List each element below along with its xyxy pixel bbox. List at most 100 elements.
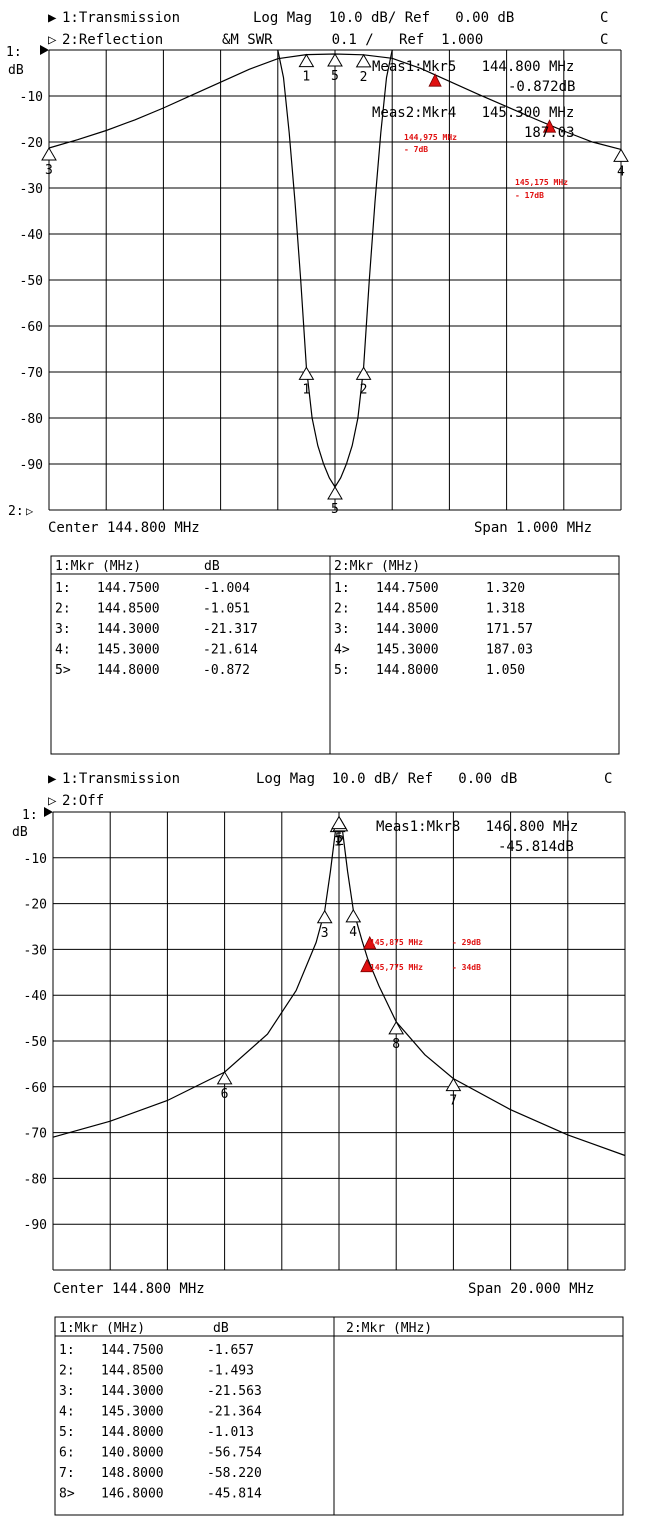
table-row: 6: 140.8000 -56.754 [59, 1446, 262, 1461]
y-tick-label: -40 [20, 228, 43, 243]
marker-triangle [445, 1077, 462, 1092]
trace-1-scale: Log Mag 10.0 dB/ Ref 0.00 dB [253, 10, 514, 26]
marker-table-1: 1:Mkr (MHz) dB 2:Mkr (MHz) 1: 144.7500 -1.… [50, 555, 620, 755]
cell-value: -45.814 [207, 1487, 262, 1502]
cell-freq: 144.8500 [376, 602, 439, 617]
cell-id: 1: [55, 581, 71, 596]
cell-id: 4: [55, 643, 71, 658]
markers: 12 3 4 5 6 7 8 [216, 815, 462, 1109]
annotation-2-freq: 145,775 MHz [370, 963, 423, 972]
marker-triangle [327, 53, 343, 67]
y-tick-label: -90 [24, 1218, 47, 1233]
y-tick-labels: -10 -20 -30 -40 -50 -60 -70 -80 -90 [20, 90, 43, 473]
cell-freq: 144.7500 [97, 581, 160, 596]
y-tick-label: -10 [24, 852, 47, 867]
cell-freq: 144.3000 [376, 622, 439, 637]
marker-triangle [216, 1070, 233, 1085]
cell-id: 3: [334, 622, 350, 637]
trace-1-marker: ▶ [48, 10, 57, 26]
plot-2-footer: Center 144.800 MHz Span 20.000 MHz [53, 1281, 594, 1297]
marker-label: 1 [334, 835, 342, 850]
table-row: 2: 144.8500 1.318 [334, 602, 525, 617]
cell-freq: 144.3000 [101, 1384, 164, 1399]
cell-id: 1: [334, 581, 350, 596]
readout-1-line2: -45.814dB [498, 839, 574, 855]
marker-label: 1 [302, 70, 310, 85]
cell-id: 2: [55, 602, 71, 617]
marker-label: 6 [221, 1087, 229, 1102]
cell-value: -21.317 [203, 622, 258, 637]
plot-1-readouts: Meas1:Mkr5 144.800 MHz -0.872dB Meas2:Mk… [372, 59, 575, 141]
plot-1-footer: Center 144.800 MHz Span 1.000 MHz [48, 520, 592, 536]
readout-2-line1: Meas2:Mkr4 145.300 MHz [372, 105, 574, 121]
y-tick-labels: -10 -20 -30 -40 -50 -60 -70 -80 -90 [24, 852, 47, 1233]
grid [52, 811, 626, 1271]
marker-triangle [345, 908, 362, 923]
cell-freq: 144.7500 [376, 581, 439, 596]
span-label: Span 1.000 MHz [474, 520, 592, 536]
cell-freq: 145.3000 [101, 1405, 164, 1420]
cell-value: -21.614 [203, 643, 258, 658]
trace-1-title: 1:Transmission [62, 771, 180, 787]
y-tick-label: -60 [20, 320, 43, 335]
trace-1-title: 1:Transmission [62, 10, 180, 26]
y-tick-label: -50 [24, 1035, 47, 1050]
cell-id: 5> [55, 663, 71, 678]
cell-id: 2: [334, 602, 350, 617]
highlights [360, 935, 377, 973]
table-row: 8> 146.8000 -45.814 [59, 1487, 262, 1502]
table-row: 5: 144.8000 1.050 [334, 663, 525, 678]
table-1-rows: 1: 144.7500 -1.004 2: 144.8500 -1.051 3: 144.30… [55, 581, 533, 678]
marker-triangle [355, 53, 372, 68]
trace-1-flag: C [600, 10, 608, 26]
y-tick-label: -40 [24, 989, 47, 1004]
trace-2-marker: ▷ [48, 32, 57, 48]
cell-freq: 144.7500 [101, 1343, 164, 1358]
marker-label: 2 [336, 834, 344, 849]
cell-id: 6: [59, 1446, 75, 1461]
marker-label: 5 [331, 502, 339, 517]
cell-id: 1: [59, 1343, 75, 1358]
table-2-left-unit: dB [213, 1321, 229, 1336]
cell-value: -1.657 [207, 1343, 254, 1358]
marker-triangle [331, 815, 347, 830]
table-row: 3: 144.3000 -21.563 [59, 1384, 262, 1399]
cell-freq: 144.3000 [97, 622, 160, 637]
highlight-marker [428, 73, 442, 87]
trace-1-scale: Log Mag 10.0 dB/ Ref 0.00 dB [256, 771, 517, 787]
table-row: 7: 148.8000 -58.220 [59, 1466, 262, 1481]
center-label: Center 144.800 MHz [53, 1281, 205, 1297]
cell-id: 4: [59, 1405, 75, 1420]
cell-value: -1.004 [203, 581, 250, 596]
table-row: 1: 144.7500 -1.657 [59, 1343, 254, 1358]
marker-triangle [298, 366, 315, 380]
cell-id: 3: [55, 622, 71, 637]
readout-1-line2: -0.872dB [508, 79, 575, 95]
plot-1: -10 -20 -30 -40 -50 -60 -70 -80 -90 1 2 3 4 5 1 2 5 [20, 45, 629, 517]
highlight-marker [360, 958, 374, 973]
annotation-2-level: - 17dB [515, 191, 544, 200]
center-label: Center 144.800 MHz [48, 520, 200, 536]
readout-1-line1: Meas1:Mkr8 146.800 MHz [376, 819, 578, 835]
table-row: 5> 144.8000 -0.872 [55, 663, 250, 678]
cell-freq: 146.8000 [101, 1487, 164, 1502]
ref-label-2: 2: [8, 504, 24, 519]
y-tick-label: -70 [24, 1127, 47, 1142]
cell-value: -21.563 [207, 1384, 262, 1399]
marker-triangle [327, 486, 343, 500]
cell-freq: 144.8500 [97, 602, 160, 617]
marker-label: 3 [45, 163, 53, 178]
marker-triangle [388, 1020, 405, 1035]
table-row: 3: 144.3000 -21.317 [55, 622, 258, 637]
highlight-marker [363, 935, 377, 950]
table-1-left-unit: dB [204, 559, 220, 574]
marker-label: 7 [449, 1094, 457, 1109]
table-row: 4: 145.3000 -21.364 [59, 1405, 262, 1420]
trace-1-marker: ▶ [48, 771, 57, 787]
grid [48, 49, 622, 511]
unit-label: dB [12, 825, 28, 840]
marker-label: 3 [321, 926, 329, 941]
y-tick-label: -80 [20, 412, 43, 427]
y-tick-label: -50 [20, 274, 43, 289]
cell-value: 1.318 [486, 602, 525, 617]
